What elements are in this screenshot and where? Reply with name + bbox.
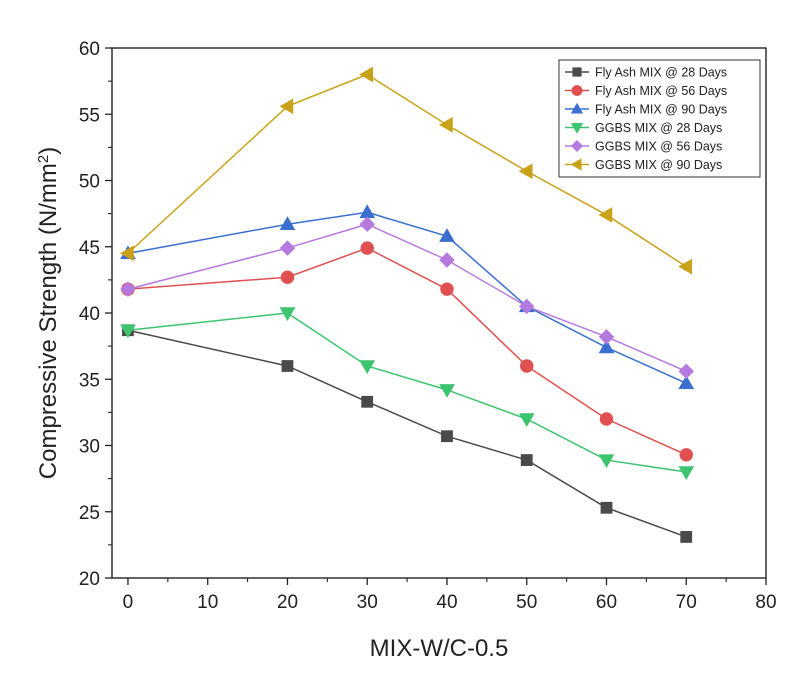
axes: 0 10 20 30 40 50 60 70 80 20 25 30 35 40 45 50 55 60 bbox=[79, 39, 777, 613]
triangle-up-marker bbox=[279, 216, 296, 230]
square-marker bbox=[572, 67, 582, 77]
triangle-up-marker bbox=[570, 102, 584, 114]
square-marker bbox=[600, 501, 613, 514]
x-tick-label: 0 bbox=[123, 592, 134, 613]
circle-marker bbox=[520, 359, 534, 373]
x-tick-label: 10 bbox=[197, 592, 218, 613]
triangle-up-marker bbox=[439, 228, 455, 242]
triangle-left-marker bbox=[678, 258, 693, 275]
x-tick-label: 30 bbox=[357, 592, 378, 613]
square-marker bbox=[680, 531, 693, 543]
legend-label: Fly Ash MIX @ 28 Days bbox=[595, 66, 727, 80]
legend-entry: Fly Ash MIX @ 90 Days bbox=[565, 103, 727, 117]
legend-entry: GGBS MIX @ 90 Days bbox=[565, 158, 722, 172]
y-tick-label: 60 bbox=[79, 39, 100, 60]
y-axis-title-main: Compressive Strength (N/mm bbox=[35, 163, 62, 479]
legend-entry: Fly Ash MIX @ 28 Days bbox=[565, 66, 727, 80]
circle-marker bbox=[571, 85, 583, 96]
square-marker bbox=[520, 454, 533, 466]
triangle-left-marker bbox=[119, 245, 134, 262]
x-tick-label: 40 bbox=[436, 592, 457, 613]
triangle-down-marker bbox=[570, 123, 584, 134]
triangle-down-marker bbox=[120, 324, 136, 339]
legend-box bbox=[558, 59, 761, 178]
triangle-left-marker bbox=[359, 66, 373, 83]
legend-label: GGBS MIX @ 90 Days bbox=[595, 158, 722, 172]
x-tick-label: 20 bbox=[277, 592, 298, 613]
x-tick-label: 60 bbox=[596, 592, 617, 613]
circle-marker bbox=[679, 448, 693, 462]
triangle-down-marker bbox=[439, 384, 455, 398]
diamond-marker bbox=[678, 363, 694, 380]
triangle-down-marker bbox=[678, 466, 695, 480]
series-3 bbox=[120, 204, 695, 389]
triangle-down-marker bbox=[359, 360, 376, 374]
y-tick-label: 45 bbox=[79, 238, 100, 259]
legend-label: Fly Ash MIX @ 90 Days bbox=[595, 103, 727, 117]
diamond-marker bbox=[279, 240, 296, 256]
y-tick-label: 50 bbox=[79, 172, 100, 193]
circle-marker bbox=[280, 270, 295, 284]
triangle-left-marker bbox=[518, 163, 533, 180]
triangle-left-marker bbox=[598, 207, 613, 223]
series-4 bbox=[120, 307, 695, 480]
series-5 bbox=[120, 216, 694, 380]
legend-label: GGBS MIX @ 28 Days bbox=[595, 121, 722, 135]
legend-entry: Fly Ash MIX @ 56 Days bbox=[565, 84, 727, 98]
diamond-marker bbox=[519, 298, 535, 315]
legend-label: GGBS MIX @ 56 Days bbox=[595, 140, 722, 154]
y-tick-label: 25 bbox=[79, 503, 100, 524]
circle-marker bbox=[360, 241, 374, 255]
square-marker bbox=[281, 360, 294, 372]
x-tick-label: 70 bbox=[676, 592, 697, 613]
y-tick-label: 35 bbox=[79, 370, 100, 391]
diamond-marker bbox=[359, 216, 375, 232]
y-tick-label: 40 bbox=[79, 304, 100, 325]
legend-entry: GGBS MIX @ 56 Days bbox=[565, 140, 722, 154]
y-axis-title-sup: 2 bbox=[35, 155, 52, 163]
triangle-left-marker bbox=[570, 158, 582, 171]
diamond-marker bbox=[439, 252, 455, 268]
x-tick-label: 80 bbox=[755, 592, 776, 613]
diamond-marker bbox=[570, 139, 584, 153]
x-axis-title: MIX-W/C-0.5 bbox=[370, 635, 509, 662]
triangle-down-marker bbox=[279, 307, 296, 321]
y-tick-label: 20 bbox=[79, 569, 100, 590]
circle-marker bbox=[440, 282, 454, 296]
square-marker bbox=[441, 430, 453, 443]
legend: Fly Ash MIX @ 28 Days Fly Ash MIX @ 56 Da… bbox=[558, 59, 761, 178]
y-tick-label: 55 bbox=[79, 105, 100, 126]
triangle-up-marker bbox=[598, 339, 615, 354]
triangle-left-marker bbox=[439, 117, 453, 133]
legend-entry: GGBS MIX @ 28 Days bbox=[565, 121, 722, 135]
series-line bbox=[127, 211, 687, 384]
series-6 bbox=[119, 66, 693, 275]
circle-marker bbox=[599, 412, 614, 426]
legend-label: Fly Ash MIX @ 56 Days bbox=[595, 84, 727, 98]
triangle-up-marker bbox=[678, 375, 695, 389]
triangle-down-marker bbox=[598, 454, 615, 469]
triangle-down-marker bbox=[518, 413, 535, 427]
square-marker bbox=[361, 395, 374, 408]
triangle-up-marker bbox=[359, 204, 376, 219]
diamond-marker bbox=[598, 329, 615, 345]
y-axis-title-close: ) bbox=[35, 147, 62, 155]
diamond-marker bbox=[120, 281, 136, 297]
y-axis-title: Compressive Strength (N/mm2) bbox=[35, 147, 63, 479]
y-tick-label: 30 bbox=[79, 437, 100, 458]
x-tick-label: 50 bbox=[516, 592, 537, 613]
series-layer bbox=[119, 66, 695, 543]
triangle-left-marker bbox=[279, 98, 294, 115]
series-1 bbox=[122, 324, 693, 543]
